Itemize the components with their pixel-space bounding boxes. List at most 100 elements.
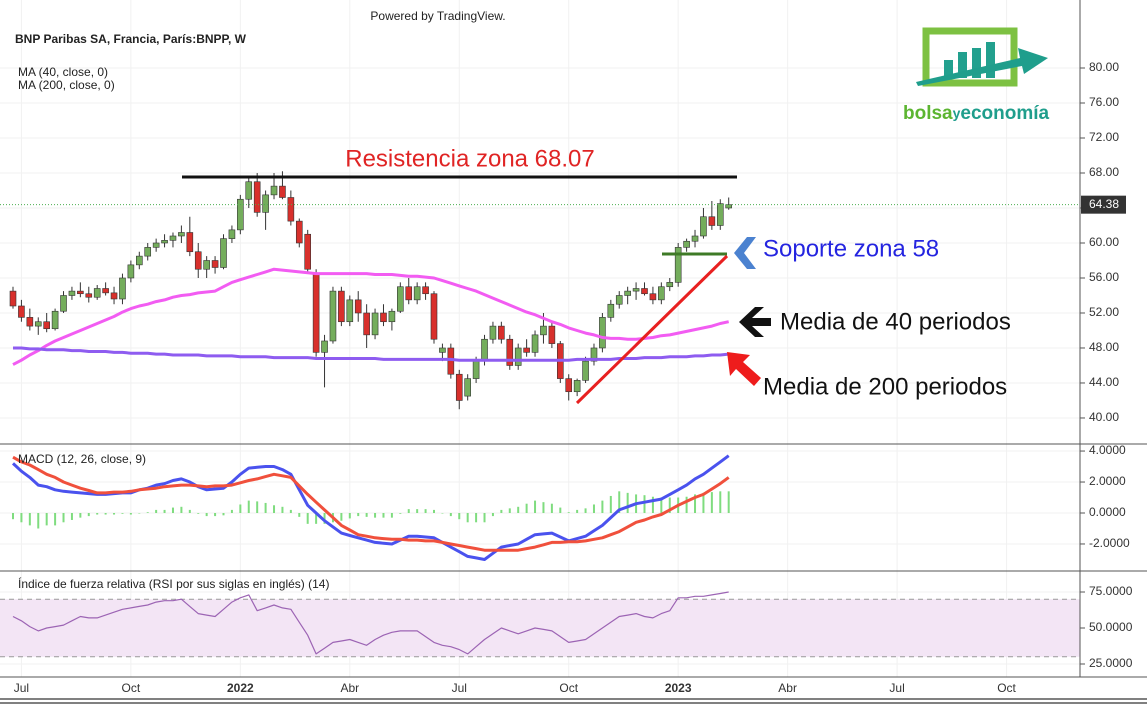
candle-body xyxy=(590,347,598,362)
histogram-bar xyxy=(163,509,166,513)
candle-body xyxy=(34,321,42,327)
histogram-bar xyxy=(382,512,385,518)
histogram-bar xyxy=(416,509,419,513)
candle-body xyxy=(716,203,724,226)
histogram-bar xyxy=(357,512,360,517)
x-tick-label: Jul xyxy=(452,681,467,695)
x-tick-label: 2023 xyxy=(665,681,692,695)
x-tick-label: Abr xyxy=(778,681,797,695)
histogram-bar xyxy=(273,505,276,513)
y-tick-label: 48.00 xyxy=(1089,340,1119,354)
candle-body xyxy=(700,216,707,237)
histogram-bar xyxy=(222,512,225,516)
histogram-bar xyxy=(121,512,124,514)
candle-body xyxy=(136,255,143,266)
logo-bar xyxy=(972,48,981,78)
histogram-bar xyxy=(37,512,40,529)
arrow-icon xyxy=(739,307,771,337)
candle-body xyxy=(413,286,421,301)
candle-body xyxy=(565,378,573,393)
candle-body xyxy=(161,240,168,244)
histogram-bar xyxy=(609,495,612,513)
macd-title: MACD (12, 26, close, 9) xyxy=(18,452,146,466)
histogram-bar xyxy=(45,512,48,526)
candle-body xyxy=(26,317,34,327)
candle-body xyxy=(649,293,657,301)
histogram-bar xyxy=(407,509,410,513)
candle-body xyxy=(194,251,202,270)
candle-body xyxy=(540,325,547,336)
logo-part: economía xyxy=(960,103,1049,124)
y-tick-label: 0.0000 xyxy=(1089,505,1126,519)
candle-body xyxy=(346,299,354,323)
candle-body xyxy=(615,295,623,305)
candle-body xyxy=(169,235,177,241)
annotation: Media de 200 periodos xyxy=(763,373,1007,400)
histogram-bar xyxy=(618,491,621,513)
candle-body xyxy=(312,273,320,353)
rsi-title: Índice de fuerza relativa (RSI por sus s… xyxy=(18,576,329,591)
ma-line xyxy=(12,267,730,366)
histogram-bar xyxy=(281,506,284,513)
legend-entry: MA (40, close, 0) xyxy=(18,65,108,79)
histogram-bar xyxy=(28,512,31,526)
logo: bolsayeconomía xyxy=(903,27,1050,124)
x-tick-label: Jul xyxy=(889,681,904,695)
candle-body xyxy=(245,181,253,200)
candle-body xyxy=(548,325,556,344)
histogram-bar xyxy=(171,507,174,513)
histogram-bar xyxy=(197,512,200,514)
histogram-bar xyxy=(205,512,208,517)
histogram-bar xyxy=(500,509,503,513)
histogram-bar xyxy=(449,512,452,517)
histogram-bar xyxy=(567,512,570,513)
candle-body xyxy=(18,305,25,318)
histogram-bar xyxy=(113,512,116,515)
candle-body xyxy=(228,229,236,239)
candle-body xyxy=(321,340,328,353)
y-tick-label: 50.0000 xyxy=(1089,620,1133,634)
annotation: Soporte zona 58 xyxy=(763,235,939,262)
histogram-bar xyxy=(298,512,301,517)
histogram-bar xyxy=(559,507,562,513)
ma-line xyxy=(13,346,729,362)
histogram-bar xyxy=(601,500,604,513)
logo-frame xyxy=(922,27,1018,87)
logo-bar xyxy=(986,42,995,78)
candle-body xyxy=(397,286,404,312)
y-tick-label: 76.00 xyxy=(1089,95,1119,109)
rsi-band xyxy=(0,599,1080,657)
histogram-bar xyxy=(214,512,217,517)
candle-body xyxy=(237,198,244,231)
chart-title: BNP Paribas SA, Francia, París:BNPP, W xyxy=(15,32,247,46)
histogram-bar xyxy=(710,492,713,513)
candle-body xyxy=(691,235,699,242)
histogram-bar xyxy=(534,500,537,513)
histogram-bar xyxy=(584,508,587,513)
candle-body xyxy=(110,292,118,300)
histogram-bar xyxy=(79,512,82,518)
histogram-bar xyxy=(104,512,107,515)
candle-body xyxy=(498,325,505,340)
histogram-bar xyxy=(424,509,427,513)
legend-entry: MA (200, close, 0) xyxy=(18,78,115,92)
candle-body xyxy=(68,290,76,296)
histogram-bar xyxy=(155,509,158,513)
candle-body xyxy=(464,378,471,397)
histogram-bar xyxy=(694,494,697,513)
histogram-bar xyxy=(146,512,149,513)
annotation: Resistencia zona 68.07 xyxy=(345,145,595,172)
histogram-bar xyxy=(727,491,730,513)
histogram-bar xyxy=(433,509,435,513)
candle-body xyxy=(388,310,396,323)
last-price-label: 64.38 xyxy=(1089,197,1119,211)
candle-body xyxy=(354,299,362,314)
y-tick-label: 60.00 xyxy=(1089,235,1119,249)
histogram-bar xyxy=(340,512,343,521)
candle-body xyxy=(102,288,109,294)
histogram-bar xyxy=(289,509,292,513)
logo-bar xyxy=(944,60,953,78)
histogram-bar xyxy=(138,512,141,514)
candle-body xyxy=(152,242,160,248)
candle-body xyxy=(405,286,413,301)
